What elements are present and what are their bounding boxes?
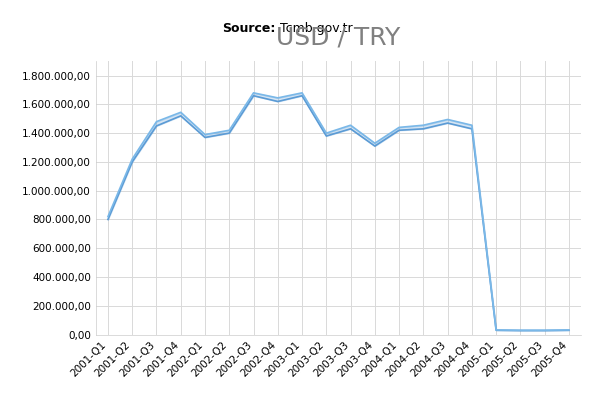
Title: USD / TRY: USD / TRY	[276, 26, 401, 49]
Text: Tcmb.gov.tr: Tcmb.gov.tr	[276, 22, 352, 35]
Text: Source:: Source:	[222, 22, 276, 35]
